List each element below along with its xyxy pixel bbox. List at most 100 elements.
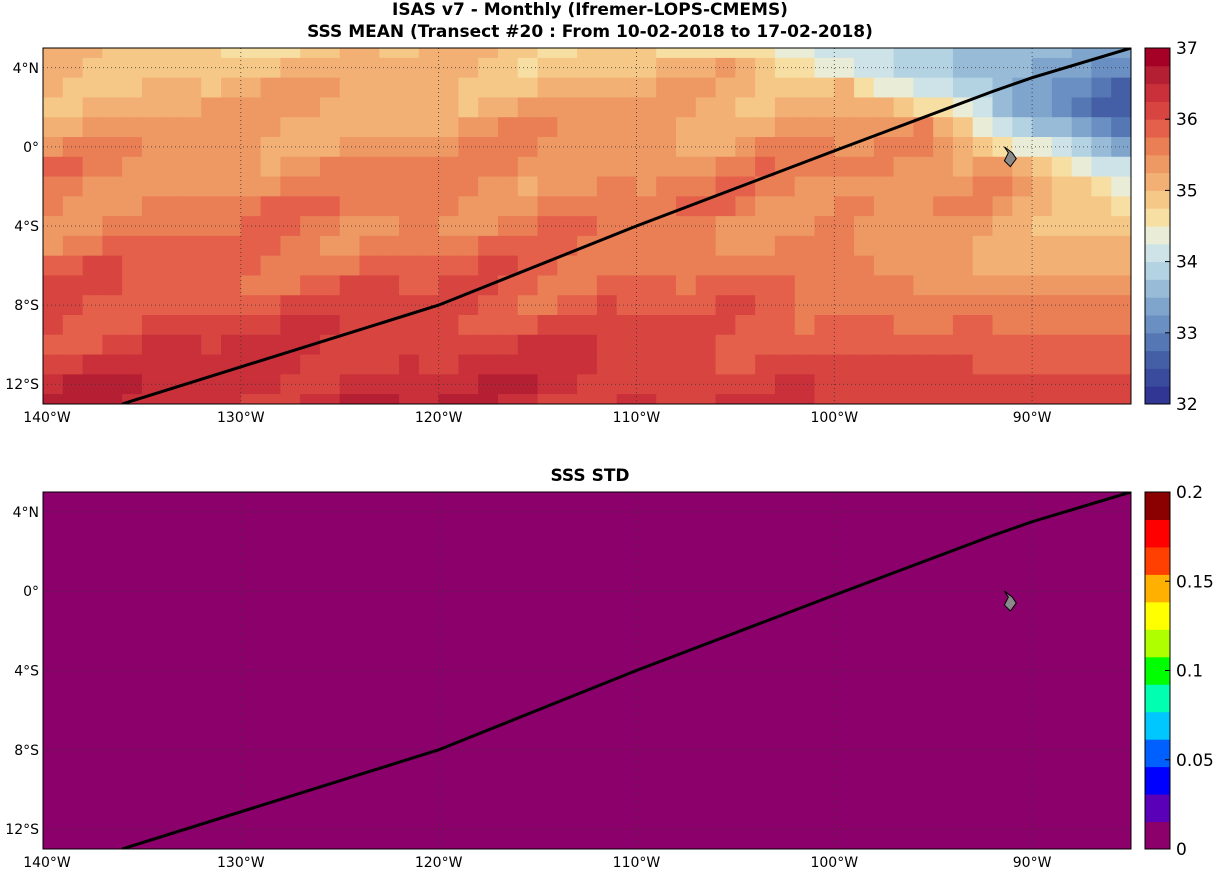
salinity-cell: [122, 97, 143, 118]
salinity-cell: [873, 354, 895, 375]
salinity-cell: [774, 137, 796, 158]
colorbar-swatch: [1145, 821, 1170, 850]
salinity-cell: [794, 137, 816, 158]
salinity-cell: [854, 295, 875, 316]
salinity-cell: [794, 255, 816, 277]
salinity-cell: [913, 196, 934, 217]
salinity-cell: [537, 176, 558, 197]
salinity-cell: [300, 117, 321, 138]
salinity-cell: [755, 374, 776, 395]
salinity-cell: [359, 57, 380, 79]
salinity-cell: [181, 77, 202, 99]
salinity-cell: [735, 354, 756, 375]
salinity-cell: [794, 117, 816, 138]
salinity-cell: [102, 176, 123, 197]
salinity-cell: [82, 77, 103, 99]
salinity-cell: [438, 156, 460, 178]
salinity-cell: [557, 97, 578, 118]
salinity-cell: [82, 196, 103, 217]
salinity-cell: [1051, 216, 1073, 237]
salinity-cell: [695, 295, 717, 316]
salinity-cell: [676, 275, 697, 296]
salinity-cell: [616, 156, 638, 178]
salinity-cell: [438, 77, 460, 99]
salinity-cell: [438, 137, 460, 158]
salinity-cell: [1071, 374, 1093, 395]
salinity-cell: [122, 57, 143, 79]
salinity-cell: [161, 275, 183, 296]
salinity-cell: [221, 255, 242, 277]
salinity-cell: [1091, 196, 1112, 217]
colorbar-tick-label: 35: [1176, 181, 1198, 201]
salinity-cell: [221, 275, 242, 296]
salinity-cell: [102, 295, 123, 316]
salinity-cell: [300, 235, 321, 257]
salinity-cell: [596, 77, 618, 99]
salinity-cell: [577, 394, 598, 404]
salinity-cell: [62, 176, 84, 197]
salinity-cell: [1051, 255, 1073, 277]
salinity-cell: [774, 48, 796, 59]
salinity-cell: [992, 315, 1013, 336]
salinity-cell: [577, 156, 598, 178]
salinity-cell: [458, 117, 479, 138]
salinity-cell: [972, 57, 994, 79]
colorbar-swatch: [1145, 601, 1170, 630]
salinity-cell: [201, 275, 222, 296]
salinity-cell: [834, 334, 855, 356]
salinity-cell: [458, 354, 479, 375]
salinity-cell: [339, 235, 361, 257]
salinity-cell: [1111, 48, 1131, 59]
colorbar-swatch: [1145, 492, 1170, 520]
salinity-cell: [458, 394, 479, 404]
salinity-cell: [636, 295, 657, 316]
salinity-cell: [913, 156, 934, 178]
salinity-cell: [280, 137, 301, 158]
salinity-cell: [834, 275, 855, 296]
salinity-cell: [715, 176, 736, 197]
salinity-cell: [676, 176, 697, 197]
salinity-cell: [893, 394, 914, 404]
salinity-cell: [873, 255, 895, 277]
colorbar-tick-label: 36: [1176, 110, 1198, 130]
salinity-cell: [933, 176, 954, 197]
salinity-cell: [814, 196, 835, 217]
salinity-cell: [1051, 196, 1073, 217]
salinity-cell: [280, 97, 301, 118]
salinity-cell: [814, 315, 835, 336]
salinity-cell: [1111, 117, 1131, 138]
salinity-cell: [893, 334, 914, 356]
salinity-cell: [893, 77, 914, 99]
salinity-cell: [43, 48, 64, 59]
salinity-cell: [656, 275, 677, 296]
salinity-cell: [359, 275, 380, 296]
salinity-cell: [735, 57, 756, 79]
salinity-cell: [972, 275, 994, 296]
salinity-cell: [458, 57, 479, 79]
salinity-cell: [972, 48, 994, 59]
salinity-cell: [834, 156, 855, 178]
salinity-cell: [1111, 77, 1131, 99]
salinity-cell: [62, 315, 84, 336]
salinity-cell: [735, 48, 756, 59]
salinity-cell: [201, 196, 222, 217]
salinity-cell: [1111, 255, 1131, 277]
salinity-cell: [161, 334, 183, 356]
salinity-cell: [676, 295, 697, 316]
salinity-cell: [339, 354, 361, 375]
salinity-cell: [418, 57, 440, 79]
salinity-cell: [1032, 315, 1053, 336]
salinity-cell: [497, 394, 519, 404]
salinity-cell: [399, 77, 420, 99]
salinity-cell: [260, 216, 281, 237]
salinity-cell: [854, 97, 875, 118]
salinity-cell: [478, 394, 499, 404]
salinity-cell: [478, 77, 499, 99]
salinity-cell: [82, 57, 103, 79]
salinity-cell: [260, 57, 281, 79]
salinity-cell: [1071, 48, 1093, 59]
island-shape: [1003, 590, 1017, 612]
salinity-cell: [122, 137, 143, 158]
salinity-cell: [478, 57, 499, 79]
salinity-cell: [399, 156, 420, 178]
